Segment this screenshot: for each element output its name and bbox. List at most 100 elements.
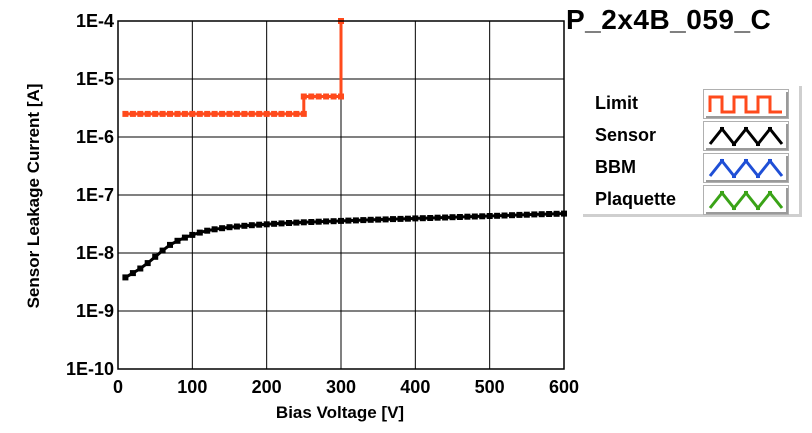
data-point-sensor: [486, 213, 493, 219]
sensor-swatch-icon: [703, 121, 789, 151]
chart-title: P_2x4B_059_C: [566, 4, 772, 35]
legend-label: Limit: [595, 93, 638, 113]
data-point-sensor: [219, 225, 226, 232]
data-point-sensor: [122, 274, 129, 281]
data-point-sensor: [338, 217, 344, 224]
y-tick-label: 1E-7: [76, 185, 114, 205]
x-tick-label: 400: [400, 377, 430, 397]
y-tick-label: 1E-6: [76, 127, 114, 147]
data-point-limit: [167, 110, 173, 117]
data-point-sensor: [367, 216, 374, 223]
data-point-sensor: [360, 217, 367, 224]
data-point-sensor: [345, 217, 352, 224]
data-point-sensor: [152, 253, 159, 260]
data-point-sensor: [204, 227, 211, 234]
data-point-sensor: [404, 215, 411, 222]
data-point-limit: [271, 110, 278, 117]
data-point-sensor: [538, 211, 545, 218]
data-point-sensor: [263, 221, 270, 228]
data-point-sensor: [315, 218, 322, 225]
data-point-limit: [196, 110, 203, 117]
data-point-sensor: [300, 219, 307, 226]
legend-item-limit[interactable]: Limit: [595, 89, 795, 119]
data-point-limit: [278, 110, 285, 117]
x-tick-label: 200: [252, 377, 282, 397]
legend-item-bbm[interactable]: BBM: [595, 153, 795, 183]
data-point-limit: [122, 110, 129, 117]
legend: Limit Sensor BBM Plaquette: [583, 86, 802, 217]
square-wave-icon: [708, 95, 782, 114]
data-point-limit: [300, 110, 307, 117]
data-point-sensor: [293, 219, 300, 226]
data-point-limit: [137, 110, 144, 117]
data-point-sensor: [501, 212, 508, 219]
plaquette-swatch-icon: [703, 185, 789, 215]
bbm-swatch-icon: [703, 153, 789, 183]
legend-label: BBM: [595, 157, 636, 177]
data-point-sensor: [211, 226, 218, 233]
data-point-limit: [286, 110, 292, 117]
y-tick-label: 1E-10: [66, 359, 114, 379]
data-point-sensor: [516, 211, 523, 218]
data-point-sensor: [137, 265, 144, 272]
x-tick-label: 100: [177, 377, 207, 397]
data-point-sensor: [278, 220, 285, 227]
data-point-sensor: [181, 234, 188, 241]
data-point-sensor: [308, 219, 315, 225]
data-point-sensor: [479, 213, 486, 220]
data-point-limit: [204, 110, 211, 117]
x-tick-label: 600: [549, 377, 579, 397]
data-point-sensor: [427, 215, 434, 221]
data-point-limit: [248, 110, 255, 117]
data-point-limit: [189, 110, 196, 117]
data-point-sensor: [375, 216, 382, 223]
y-tick-label: 1E-9: [76, 301, 114, 321]
data-point-sensor: [449, 214, 456, 221]
data-point-sensor: [546, 211, 553, 217]
data-point-limit: [144, 110, 151, 117]
triangle-wave-icon: [708, 126, 784, 147]
data-point-sensor: [256, 221, 263, 228]
data-point-sensor: [442, 214, 449, 221]
data-point-limit: [323, 93, 330, 100]
data-point-sensor: [129, 270, 136, 277]
data-point-limit: [263, 110, 270, 117]
y-tick-label: 1E-8: [76, 243, 114, 263]
data-point-sensor: [471, 213, 478, 220]
data-point-sensor: [330, 218, 337, 225]
data-point-sensor: [271, 220, 278, 227]
data-point-limit: [152, 110, 159, 117]
data-point-sensor: [226, 224, 233, 231]
legend-item-sensor[interactable]: Sensor: [595, 121, 795, 151]
legend-label: Sensor: [595, 125, 657, 145]
plot-frame: [117, 20, 565, 370]
x-tick-label: 300: [326, 377, 356, 397]
series-sensor: [122, 210, 567, 281]
data-point-sensor: [397, 215, 404, 222]
data-point-sensor: [390, 216, 396, 223]
data-point-limit: [226, 110, 233, 117]
data-point-sensor: [523, 211, 530, 218]
data-point-limit: [219, 110, 226, 117]
legend-label: Plaquette: [595, 189, 677, 209]
data-point-limit: [174, 110, 181, 117]
data-point-sensor: [241, 222, 248, 229]
data-point-sensor: [531, 211, 538, 218]
series-limit: [122, 18, 344, 117]
data-point-sensor: [412, 215, 419, 222]
data-point-sensor: [189, 231, 196, 238]
data-point-limit: [181, 110, 188, 117]
data-point-limit: [300, 93, 307, 100]
axes: 0 100 200 300 400 500 600 1E-4 1E-5 1E-6 1E-7 1E-8 1…: [66, 11, 579, 397]
data-point-sensor: [419, 215, 426, 222]
data-point-limit: [129, 110, 136, 117]
triangle-wave-icon: [708, 190, 784, 211]
data-point-sensor: [494, 212, 501, 219]
legend-item-plaquette[interactable]: Plaquette: [595, 185, 795, 215]
data-point-sensor: [196, 229, 203, 236]
series-layer: [122, 18, 567, 281]
data-point-limit: [338, 93, 344, 100]
x-tick-label: 500: [475, 377, 505, 397]
data-point-limit: [159, 110, 166, 117]
limit-swatch-icon: [703, 89, 789, 119]
